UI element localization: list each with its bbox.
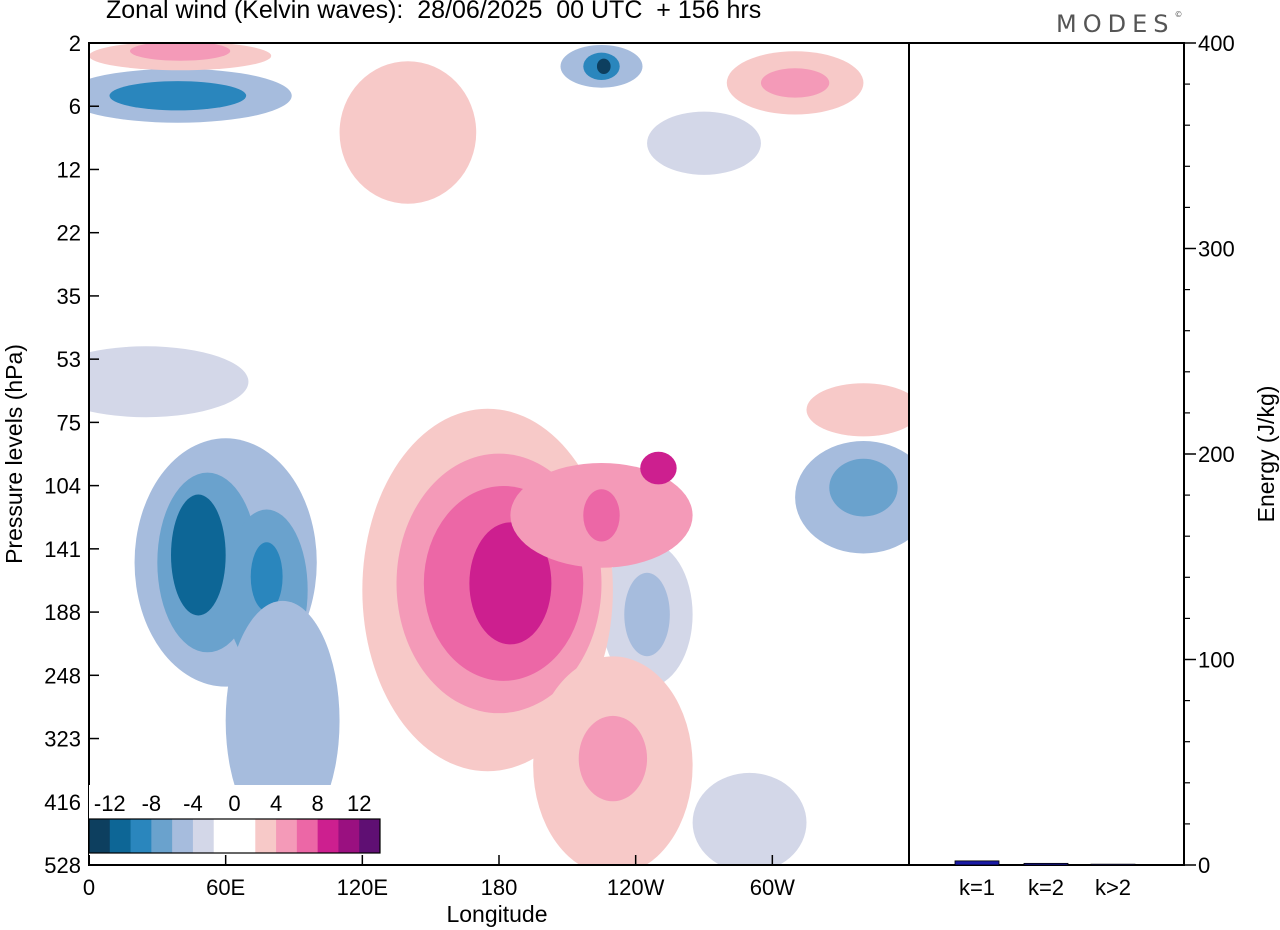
- colorbar-label: 12: [347, 791, 371, 816]
- y-tick-label: 22: [57, 221, 81, 246]
- colorbar-swatch: [151, 819, 173, 853]
- bar-frame: [908, 42, 1185, 866]
- logo-mark: ©: [1174, 10, 1183, 19]
- negative-contour-5: [647, 111, 761, 175]
- energy-ticks: 0 100 200 300 400: [1184, 31, 1235, 878]
- energy-tick-label: 400: [1198, 31, 1235, 56]
- y-tick-label: 188: [44, 600, 81, 625]
- y-tick-label: 416: [44, 790, 81, 815]
- x-axis-label: Longitude: [446, 901, 547, 927]
- x-tick-label: 60E: [206, 875, 245, 900]
- energy-tick-label: 300: [1198, 237, 1235, 262]
- positive-contour-13: [578, 715, 648, 802]
- colorbar-label: -4: [183, 791, 203, 816]
- colorbar-swatch: [172, 819, 194, 853]
- y-tick-label: 75: [57, 410, 81, 435]
- colorbar-outline: [88, 818, 381, 854]
- positive-contour-4: [339, 61, 477, 204]
- y-axis-label: Pressure levels (hPa): [1, 344, 27, 564]
- negative-contour-4: [596, 58, 611, 75]
- negative-contour-1: [109, 81, 247, 111]
- y-tick-label: 2: [69, 31, 81, 56]
- x-tick-label: 120E: [337, 875, 388, 900]
- colorbar-swatch: [276, 819, 298, 853]
- positive-contour-8: [469, 522, 552, 645]
- colorbar-swatch: [338, 819, 360, 853]
- negative-contour-17: [692, 772, 807, 865]
- colorbar: -12 -8 -4 0 4 8 12: [88, 785, 400, 855]
- energy-bar: [1023, 862, 1069, 866]
- x-tick-label: 120W: [607, 875, 665, 900]
- negative-contour-9: [171, 494, 226, 616]
- colorbar-swatch: [192, 819, 215, 853]
- colorbar-label: 0: [228, 791, 240, 816]
- energy-tick-label: 200: [1198, 442, 1235, 467]
- energy-bar-plot: k=1 k=2 k>2 0 100 200 300 400 Energy (J/kg): [908, 31, 1279, 900]
- colorbar-swatch: [317, 819, 339, 853]
- y-tick-label: 141: [44, 537, 81, 562]
- x-tick-label: 60W: [750, 875, 795, 900]
- x-tick-label: 180: [481, 875, 518, 900]
- y-tick-label: 248: [44, 663, 81, 688]
- negative-contour-14: [624, 572, 670, 657]
- y-tick-label: 53: [57, 347, 81, 372]
- y-tick-label: 323: [44, 727, 81, 752]
- colorbar-swatch: [234, 819, 256, 853]
- colorbar-swatch: [359, 819, 381, 853]
- positive-contour-3: [760, 68, 830, 98]
- energy-bar: [1090, 863, 1136, 866]
- colorbar-swatch: [130, 819, 152, 853]
- colorbar-swatch: [109, 819, 132, 853]
- chart-title: Zonal wind (Kelvin waves): 28/06/2025 00…: [106, 0, 762, 24]
- modes-logo: MODES©: [1056, 10, 1182, 38]
- colorbar-label: -12: [94, 791, 126, 816]
- positive-contour-14: [806, 383, 909, 437]
- colorbar-label: -8: [142, 791, 162, 816]
- y-tick-label: 104: [44, 474, 81, 499]
- y-tick-label: 6: [69, 94, 81, 119]
- energy-category-label: k=1: [959, 875, 995, 900]
- y-tick-label: 35: [57, 284, 81, 309]
- negative-contour-11: [250, 542, 283, 611]
- colorbar-swatch: [296, 819, 319, 853]
- x-tick-label: 0: [83, 875, 95, 900]
- y-tick-label: 12: [57, 157, 81, 182]
- energy-category-label: k=2: [1028, 875, 1064, 900]
- colorbar-label: 8: [312, 791, 324, 816]
- positive-contour-10: [583, 489, 620, 542]
- colorbar-swatch: [89, 819, 111, 853]
- energy-category-label: k>2: [1095, 875, 1131, 900]
- logo-text: MODES: [1056, 10, 1175, 38]
- colorbar-swatch: [255, 819, 277, 853]
- positive-contour-11: [640, 451, 677, 485]
- negative-contour-6: [89, 346, 249, 418]
- energy-tick-label: 100: [1198, 648, 1235, 673]
- positive-contour-1: [130, 43, 231, 61]
- contour-layer: [89, 43, 909, 865]
- y-tick-label: 528: [44, 853, 81, 878]
- negative-contour-12: [225, 600, 340, 841]
- energy-tick-label: 0: [1198, 853, 1210, 878]
- colorbar-label: 4: [270, 791, 282, 816]
- energy-axis-label: Energy (J/kg): [1253, 386, 1279, 523]
- energy-bars: k=1 k=2 k>2: [954, 860, 1136, 900]
- negative-contour-16: [829, 458, 898, 517]
- colorbar-swatch: [213, 819, 235, 853]
- energy-bar: [954, 860, 1000, 866]
